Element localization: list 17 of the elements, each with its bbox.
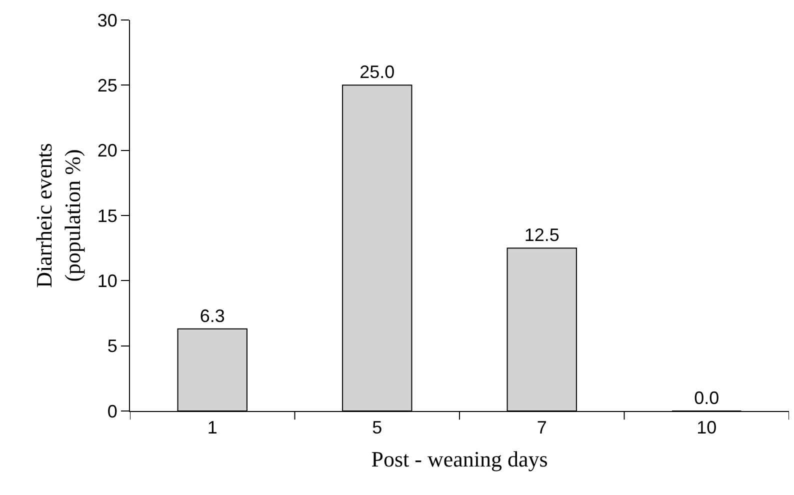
data-label: 0.0 [694, 388, 720, 408]
y-axis-title: Diarrheic events (population %) [32, 143, 86, 288]
y-tick-label: 10 [97, 270, 118, 291]
x-axis-title: Post - weaning days [371, 446, 548, 472]
y-tick-label: 5 [107, 336, 118, 356]
data-label: 6.3 [200, 306, 225, 326]
x-tick-label: 7 [536, 418, 547, 438]
x-tick-label: 1 [207, 418, 218, 438]
y-tick-label: 0 [107, 401, 118, 422]
y-tick-label: 15 [97, 206, 118, 226]
data-label: 12.5 [524, 225, 560, 246]
x-tick-label: 10 [696, 418, 717, 438]
y-tick-label: 30 [97, 10, 118, 30]
y-tick-label: 25 [97, 75, 118, 96]
data-label: 25.0 [360, 62, 395, 82]
y-tick-label: 20 [97, 140, 118, 161]
x-tick-label: 5 [372, 418, 382, 438]
